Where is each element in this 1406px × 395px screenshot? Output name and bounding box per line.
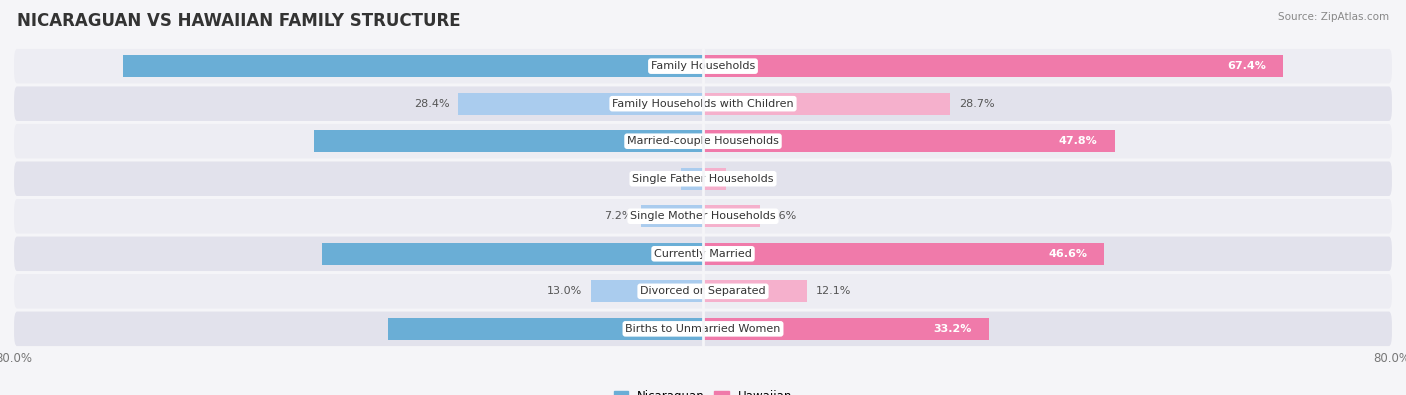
FancyBboxPatch shape	[14, 312, 1392, 346]
Text: 28.7%: 28.7%	[959, 99, 994, 109]
FancyBboxPatch shape	[14, 124, 1392, 158]
Text: 2.7%: 2.7%	[735, 174, 763, 184]
Text: 2.6%: 2.6%	[644, 174, 672, 184]
FancyBboxPatch shape	[14, 237, 1392, 271]
Bar	[681, 168, 703, 190]
FancyBboxPatch shape	[14, 162, 1392, 196]
Text: Single Father Households: Single Father Households	[633, 174, 773, 184]
FancyBboxPatch shape	[14, 87, 1392, 121]
Text: 67.4%: 67.4%	[1227, 61, 1267, 71]
FancyBboxPatch shape	[14, 49, 1392, 83]
Bar	[703, 55, 1284, 77]
Legend: Nicaraguan, Hawaiian: Nicaraguan, Hawaiian	[609, 385, 797, 395]
Bar	[703, 205, 759, 227]
Text: 47.8%: 47.8%	[1059, 136, 1098, 146]
Text: NICARAGUAN VS HAWAIIAN FAMILY STRUCTURE: NICARAGUAN VS HAWAIIAN FAMILY STRUCTURE	[17, 12, 461, 30]
Bar	[388, 318, 703, 340]
Bar	[703, 318, 988, 340]
Text: Married-couple Households: Married-couple Households	[627, 136, 779, 146]
Text: Source: ZipAtlas.com: Source: ZipAtlas.com	[1278, 12, 1389, 22]
Bar	[641, 205, 703, 227]
Text: 46.6%: 46.6%	[1047, 249, 1087, 259]
Text: Currently Married: Currently Married	[654, 249, 752, 259]
Text: 45.2%: 45.2%	[686, 136, 724, 146]
FancyBboxPatch shape	[14, 199, 1392, 233]
Bar	[703, 168, 727, 190]
Text: Family Households: Family Households	[651, 61, 755, 71]
Bar	[458, 93, 703, 115]
Bar	[591, 280, 703, 302]
FancyBboxPatch shape	[14, 274, 1392, 308]
Bar	[703, 280, 807, 302]
Text: 12.1%: 12.1%	[815, 286, 851, 296]
Text: 67.4%: 67.4%	[686, 61, 724, 71]
Text: 6.6%: 6.6%	[769, 211, 797, 221]
Text: 44.2%: 44.2%	[686, 249, 724, 259]
Text: 33.2%: 33.2%	[934, 324, 972, 334]
Text: 36.6%: 36.6%	[686, 324, 724, 334]
Text: Births to Unmarried Women: Births to Unmarried Women	[626, 324, 780, 334]
Bar	[322, 243, 703, 265]
Text: Divorced or Separated: Divorced or Separated	[640, 286, 766, 296]
Text: 7.2%: 7.2%	[605, 211, 633, 221]
Text: 28.4%: 28.4%	[415, 99, 450, 109]
Text: 13.0%: 13.0%	[547, 286, 582, 296]
Bar	[122, 55, 703, 77]
Bar	[703, 93, 950, 115]
Text: Single Mother Households: Single Mother Households	[630, 211, 776, 221]
Text: Family Households with Children: Family Households with Children	[612, 99, 794, 109]
Bar	[703, 243, 1104, 265]
Bar	[703, 130, 1115, 152]
Bar	[314, 130, 703, 152]
